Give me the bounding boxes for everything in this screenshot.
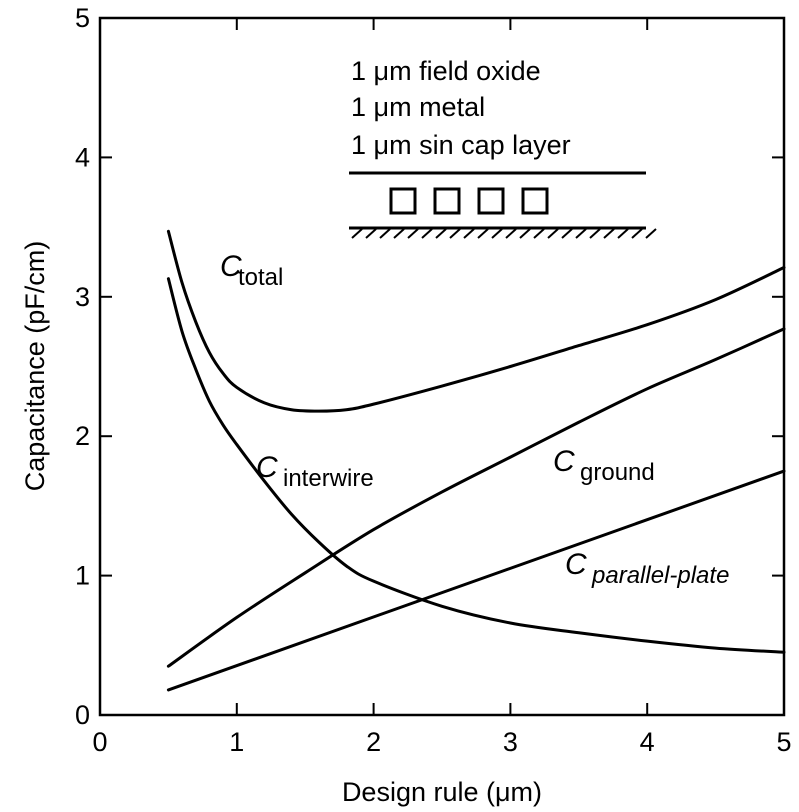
series-lines [166,229,786,692]
svg-text:total: total [238,264,283,291]
x-tick-label: 0 [92,727,107,757]
hatch-mark [505,228,517,239]
hatch-mark [589,228,601,239]
hatch-mark [547,228,559,239]
x-tick-label: 2 [366,727,381,757]
metal-wire [389,187,417,215]
y-tick-labels: 0 1 2 3 4 5 [75,3,90,730]
hatch-mark [561,228,573,239]
series-line-c-parallel-plate [166,469,786,692]
hatch-mark [603,228,615,239]
inset-line-2: 1 μm metal [351,92,485,122]
label-c-parallel-plate: C parallel-plate [565,548,729,589]
metal-wire [521,187,549,215]
y-tick-label: 1 [75,561,90,591]
svg-text:C: C [565,548,587,581]
hatch-mark [379,228,391,239]
metal-wire [477,187,505,215]
hatch-mark [407,228,419,239]
hatch-mark [351,228,363,239]
inset-annotation: 1 μm field oxide 1 μm metal 1 μm sin cap… [349,56,657,239]
x-tick-labels: 0 1 2 3 4 5 [92,727,791,757]
hatch-mark [421,228,433,239]
label-c-total: C total [220,250,283,291]
hatch-mark [435,228,447,239]
hatch-mark [393,228,405,239]
x-tick-label: 4 [640,727,655,757]
label-c-ground: C ground [553,445,655,486]
hatch-mark [533,228,545,239]
y-tick-label: 4 [75,142,90,172]
metal-wire [433,187,461,215]
series-line-c-total [166,229,786,413]
inset-line-3: 1 μm sin cap layer [351,130,571,160]
svg-text:C: C [220,250,242,283]
series-line-c-ground [166,327,786,668]
label-c-interwire: C interwire [256,451,374,492]
x-tick-label: 3 [503,727,518,757]
inset-line-1: 1 μm field oxide [351,56,541,86]
hatch-mark [575,228,587,239]
y-tick-label: 0 [75,700,90,730]
svg-text:interwire: interwire [283,465,374,492]
svg-text:ground: ground [580,459,655,486]
y-axis-title: Capacitance (pF/cm) [20,241,50,492]
x-tick-label: 5 [776,727,791,757]
hatch-mark [477,228,489,239]
y-tick-label: 5 [75,3,90,33]
y-tick-label: 2 [75,421,90,451]
x-tick-label: 1 [229,727,244,757]
hatch-mark [617,228,629,239]
hatch-mark [519,228,531,239]
hatch-mark [645,228,657,239]
svg-text:parallel-plate: parallel-plate [591,562,729,589]
hatch-mark [365,228,377,239]
hatch-mark [463,228,475,239]
hatch-mark [491,228,503,239]
x-axis-title: Design rule (μm) [342,777,542,807]
hatch-mark [449,228,461,239]
plot-frame [98,16,786,717]
ground-hatch [351,228,657,239]
svg-text:C: C [553,445,575,478]
y-tick-label: 3 [75,282,90,312]
hatch-mark [631,228,643,239]
metal-wires [389,187,549,215]
series-line-c-interwire [166,277,786,654]
svg-text:C: C [256,451,278,484]
axis-ticks [99,17,785,716]
